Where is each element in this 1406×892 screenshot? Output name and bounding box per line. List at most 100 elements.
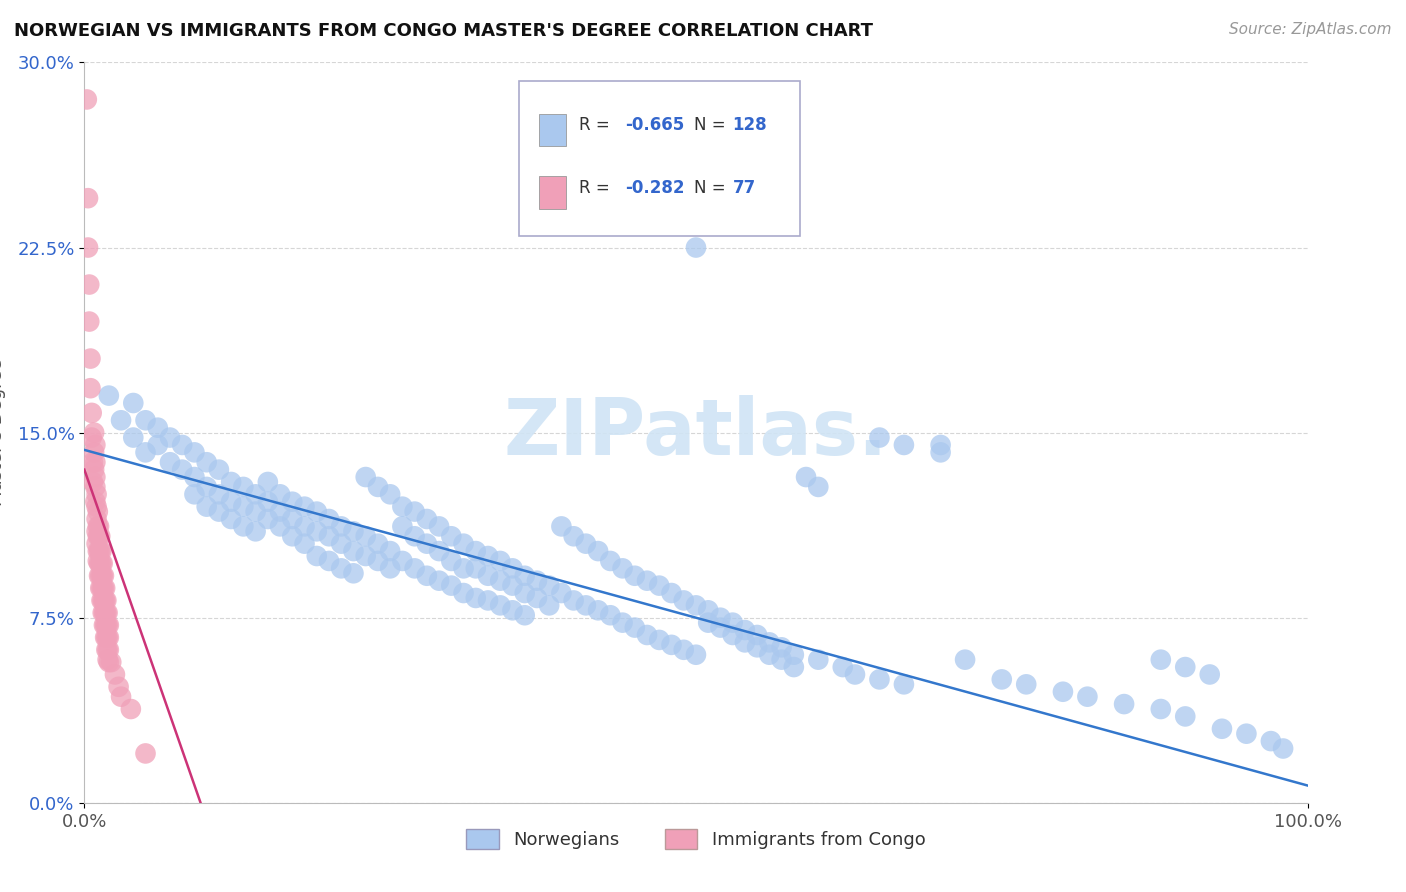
Point xyxy=(770,640,793,655)
Point xyxy=(477,549,499,563)
Point xyxy=(110,690,132,704)
Y-axis label: Master's Degree: Master's Degree xyxy=(0,359,6,507)
Point xyxy=(747,640,769,655)
Text: ZIPatlas.: ZIPatlas. xyxy=(503,394,889,471)
Point xyxy=(77,277,100,292)
Point xyxy=(82,475,104,489)
Point xyxy=(697,603,720,617)
Point xyxy=(734,635,756,649)
Point xyxy=(661,638,683,652)
Point xyxy=(404,561,426,575)
Point xyxy=(84,438,107,452)
Point xyxy=(94,593,117,607)
Point xyxy=(1198,667,1220,681)
Point xyxy=(83,462,105,476)
Point xyxy=(97,642,120,657)
Point xyxy=(562,529,585,543)
Point xyxy=(97,642,120,657)
Point xyxy=(342,524,364,539)
Point xyxy=(869,431,891,445)
Point xyxy=(89,557,111,571)
Point xyxy=(624,568,647,582)
Point xyxy=(636,628,658,642)
Point xyxy=(318,512,340,526)
Point xyxy=(464,561,486,575)
Point xyxy=(453,586,475,600)
Point xyxy=(87,557,110,571)
Point xyxy=(502,579,524,593)
Text: Source: ZipAtlas.com: Source: ZipAtlas.com xyxy=(1229,22,1392,37)
Text: NORWEGIAN VS IMMIGRANTS FROM CONGO MASTER'S DEGREE CORRELATION CHART: NORWEGIAN VS IMMIGRANTS FROM CONGO MASTE… xyxy=(14,22,873,40)
Point xyxy=(330,519,353,533)
Point xyxy=(93,606,115,620)
Point xyxy=(1150,653,1173,667)
Bar xyxy=(540,113,567,146)
Point xyxy=(709,621,731,635)
Point xyxy=(526,574,548,588)
Point xyxy=(489,574,512,588)
Point xyxy=(380,487,402,501)
Point xyxy=(464,591,486,605)
Bar xyxy=(540,177,567,209)
Point xyxy=(783,660,806,674)
Point xyxy=(208,462,231,476)
Point xyxy=(96,631,118,645)
Point xyxy=(380,561,402,575)
Point xyxy=(526,591,548,605)
Point xyxy=(380,544,402,558)
Point xyxy=(93,618,115,632)
Point xyxy=(612,561,634,575)
Point xyxy=(269,519,291,533)
Point xyxy=(172,438,194,452)
Point xyxy=(489,599,512,613)
Point xyxy=(245,487,267,501)
Point xyxy=(96,642,118,657)
Point xyxy=(758,648,780,662)
Point xyxy=(219,475,242,489)
Point xyxy=(87,544,110,558)
Point xyxy=(257,494,280,508)
Point xyxy=(586,603,609,617)
Point xyxy=(281,512,304,526)
Point xyxy=(281,494,304,508)
Point xyxy=(135,445,157,459)
Point xyxy=(94,606,117,620)
Point xyxy=(440,554,463,568)
Point xyxy=(1174,709,1197,723)
Point xyxy=(208,505,231,519)
Point xyxy=(416,568,439,582)
Point xyxy=(96,593,118,607)
Point xyxy=(89,529,111,543)
Point xyxy=(90,557,112,571)
Point xyxy=(90,593,112,607)
Point xyxy=(232,480,254,494)
Point xyxy=(305,524,328,539)
Point xyxy=(404,529,426,543)
Point xyxy=(391,500,413,514)
Point xyxy=(80,406,103,420)
Point xyxy=(685,240,707,255)
Text: N =: N = xyxy=(693,116,730,135)
Point xyxy=(79,381,101,395)
Point xyxy=(427,544,450,558)
Point xyxy=(294,519,316,533)
Point xyxy=(538,579,561,593)
Point xyxy=(747,628,769,642)
Point xyxy=(245,524,267,539)
Point xyxy=(575,599,598,613)
Point xyxy=(1052,685,1074,699)
Point xyxy=(831,660,853,674)
Point xyxy=(97,388,120,402)
Point xyxy=(172,462,194,476)
Point xyxy=(232,519,254,533)
Point xyxy=(342,566,364,581)
Point xyxy=(929,438,952,452)
Point xyxy=(1211,722,1233,736)
Point xyxy=(550,586,572,600)
Point xyxy=(80,431,103,445)
Point xyxy=(685,648,707,662)
Point xyxy=(195,480,218,494)
Point xyxy=(550,519,572,533)
Point xyxy=(929,445,952,459)
Point xyxy=(1150,702,1173,716)
